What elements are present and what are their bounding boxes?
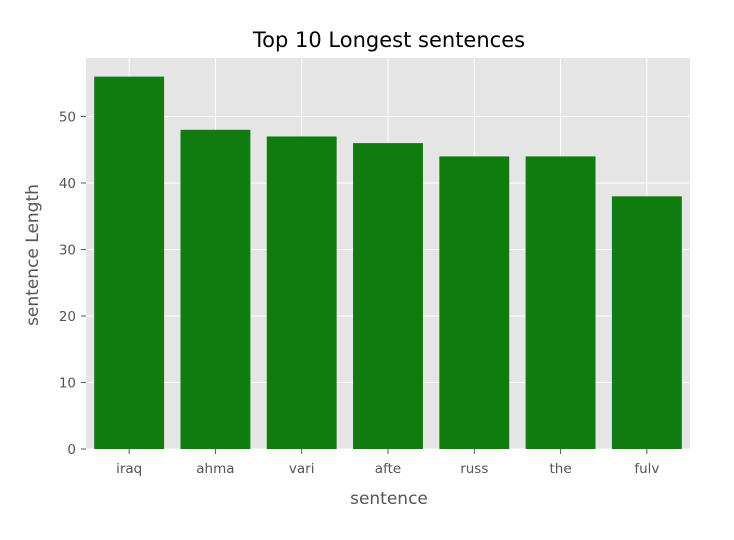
x-tick-label-iraq: iraq [116, 461, 142, 477]
bar-the [525, 156, 596, 449]
bar-vari [266, 136, 337, 449]
y-tick-label: 50 [59, 110, 76, 126]
x-tick-label-ahma: ahma [196, 461, 234, 477]
x-axis-ticks: iraq ahma vari afte russ the fulv [116, 449, 659, 477]
bar-fulv [611, 196, 682, 449]
x-tick-label-russ: russ [460, 461, 488, 477]
y-axis-label: sentence Length [23, 184, 43, 326]
chart-title: Top 10 Longest sentences [252, 28, 525, 52]
x-tick-label-vari: vari [289, 461, 315, 477]
bar-ahma [180, 129, 251, 449]
x-axis-label: sentence [350, 489, 428, 509]
bar-afte [353, 143, 423, 449]
x-tick-label-the: the [549, 461, 571, 477]
y-tick-label: 20 [59, 309, 76, 325]
y-tick-label: 0 [67, 442, 76, 458]
bars [94, 76, 682, 449]
y-tick-label: 40 [59, 176, 76, 192]
y-tick-label: 10 [59, 376, 76, 392]
y-axis-ticks: 0 10 20 30 40 50 [59, 110, 86, 458]
x-tick-label-fulv: fulv [634, 461, 659, 477]
bar-russ [439, 156, 510, 449]
bar-iraq [94, 76, 165, 449]
x-tick-label-afte: afte [375, 461, 401, 477]
y-tick-label: 30 [59, 243, 76, 259]
